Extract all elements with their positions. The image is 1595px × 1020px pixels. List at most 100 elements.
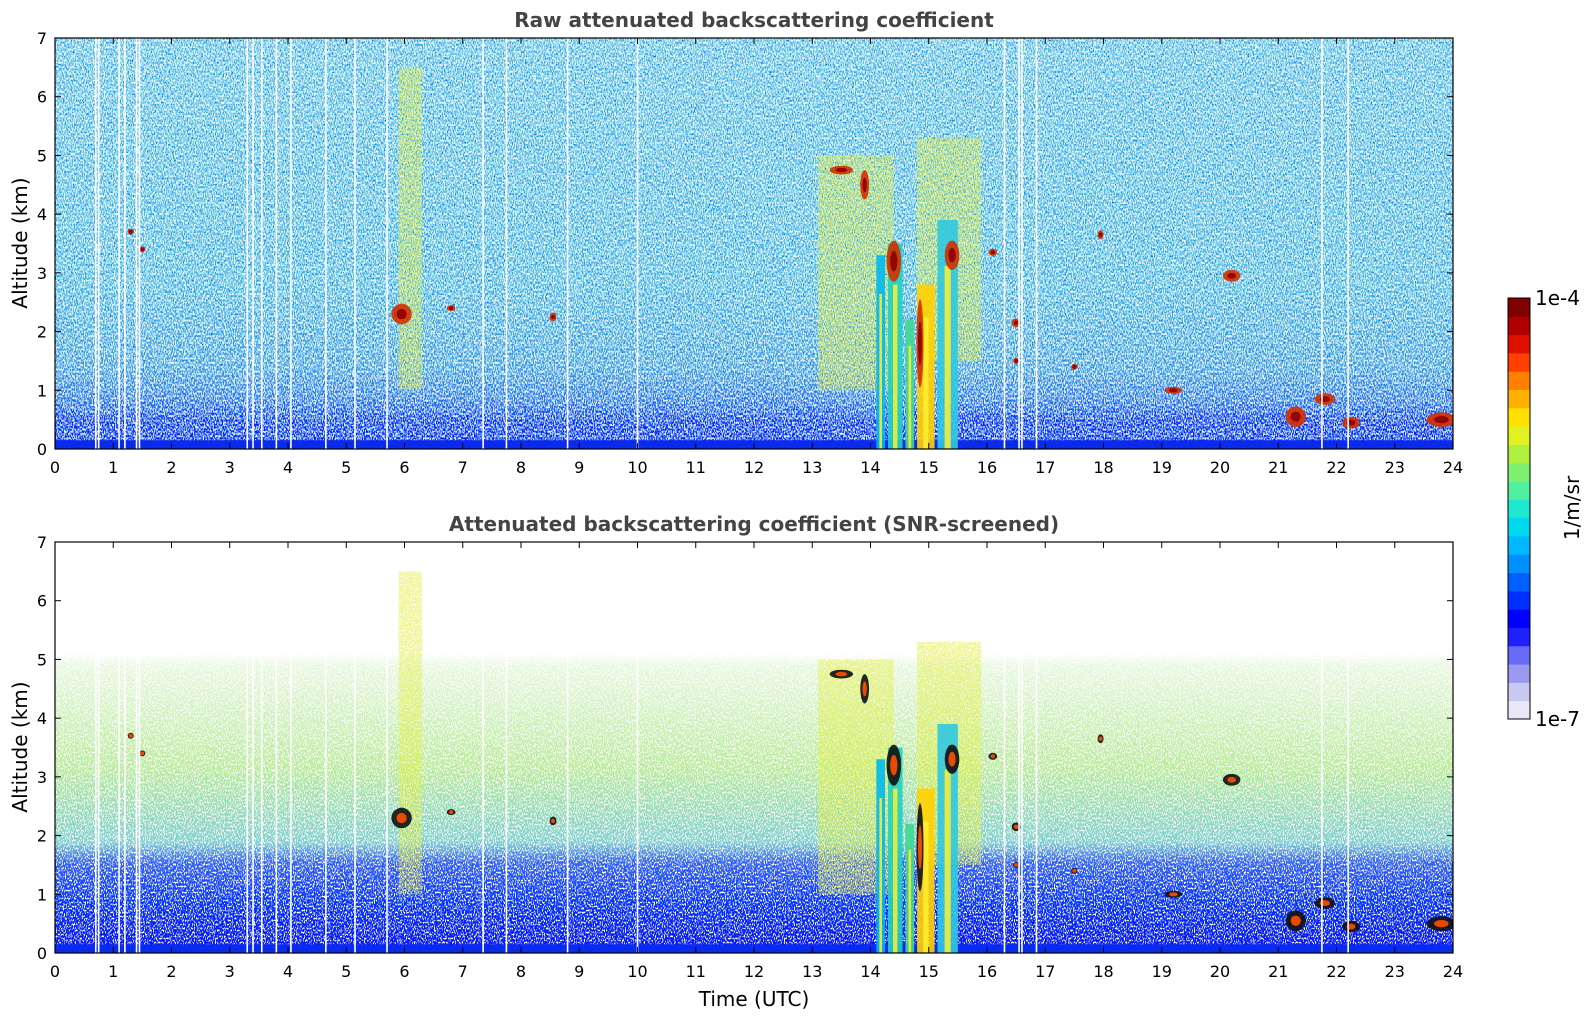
cloud-core <box>862 681 867 697</box>
cloud-core <box>1434 415 1449 424</box>
x-tick-label: 8 <box>516 458 526 477</box>
x-tick-label: 6 <box>399 458 409 477</box>
cloud-core <box>551 818 556 824</box>
x-tick-label: 6 <box>399 962 409 981</box>
panel-title: Raw attenuated backscattering coefficien… <box>514 8 994 32</box>
x-axis: 0 1 2 3 4 5 6 7 8 9 10 11 12 13 14 15 16 17 18 19 20 21 22 23 24 <box>50 38 1463 477</box>
cloud-core <box>835 671 848 677</box>
x-tick-label: 19 <box>1152 962 1172 981</box>
colorbar-step <box>1508 517 1530 537</box>
cloud-core <box>1227 776 1237 783</box>
x-tick-label: 17 <box>1035 458 1055 477</box>
precipitation-core <box>879 797 883 953</box>
cloud-core <box>1072 868 1077 873</box>
x-tick-label: 23 <box>1385 458 1405 477</box>
x-tick-label: 15 <box>919 458 939 477</box>
colorbar-step <box>1508 334 1530 354</box>
colorbar-step <box>1508 627 1530 647</box>
x-tick-label: 10 <box>627 962 647 981</box>
colorbar-step <box>1508 664 1530 683</box>
x-tick-label: 5 <box>341 458 351 477</box>
x-tick-label: 4 <box>283 962 293 981</box>
x-tick-label: 0 <box>50 458 60 477</box>
x-tick-label: 23 <box>1385 962 1405 981</box>
colorbar-step <box>1508 609 1530 628</box>
colorbar-step <box>1508 407 1530 427</box>
y-tick-label: 3 <box>37 264 47 283</box>
cloud-core <box>890 754 898 776</box>
x-tick-label: 3 <box>225 458 235 477</box>
colorbar-frame <box>1507 297 1531 720</box>
x-tick-label: 19 <box>1152 458 1172 477</box>
x-tick-label: 8 <box>516 962 526 981</box>
x-tick-label: 14 <box>860 458 880 477</box>
y-tick-label: 2 <box>37 827 47 846</box>
x-tick-label: 22 <box>1326 458 1346 477</box>
x-tick-label: 7 <box>458 458 468 477</box>
x-tick-label: 16 <box>977 458 997 477</box>
cloud-core <box>140 751 145 756</box>
colorbar-step <box>1508 554 1530 574</box>
x-tick-label: 12 <box>744 458 764 477</box>
y-tick-label: 6 <box>37 592 47 611</box>
cloud-core <box>948 751 956 767</box>
x-tick-label: 20 <box>1210 458 1230 477</box>
precipitation-core <box>908 849 912 953</box>
cloud-core <box>918 825 923 870</box>
x-tick-label: 9 <box>574 962 584 981</box>
x-tick-label: 2 <box>166 458 176 477</box>
colorbar-step <box>1508 535 1530 555</box>
cloud-core <box>551 314 556 320</box>
cloud-core <box>1014 862 1019 867</box>
colorbar-step <box>1508 352 1530 372</box>
cloud-core <box>1290 411 1301 422</box>
colorbar-unit-label: 1/m/sr <box>1560 475 1584 540</box>
y-tick-label: 4 <box>37 709 47 728</box>
cloud-core <box>396 308 407 320</box>
colorbar-step <box>1508 444 1530 464</box>
colorbar-step <box>1508 389 1530 409</box>
x-tick-label: 21 <box>1268 458 1288 477</box>
cloud-core <box>128 229 133 234</box>
precipitation-core <box>893 788 898 953</box>
snr-screened-panel: Attenuated backscattering coefficient (S… <box>8 512 1463 1011</box>
colorbar-step <box>1508 590 1530 610</box>
y-tick-label: 5 <box>37 650 47 669</box>
y-axis-label: Altitude (km) <box>8 177 32 308</box>
x-tick-label: 20 <box>1210 962 1230 981</box>
y-tick-label: 7 <box>37 29 47 48</box>
heatmap-features <box>55 67 1453 449</box>
colorbar-max-label: 1e-4 <box>1535 286 1580 310</box>
x-tick-label: 5 <box>341 962 351 981</box>
cloud-core <box>1072 364 1077 369</box>
y-tick-label: 7 <box>37 533 47 552</box>
y-tick-label: 1 <box>37 381 47 400</box>
x-tick-label: 22 <box>1326 962 1346 981</box>
colorbar-step <box>1508 499 1530 519</box>
x-tick-label: 10 <box>627 458 647 477</box>
y-axis: 0 1 2 3 4 5 6 7 <box>37 533 1453 963</box>
colorbar-step <box>1508 481 1530 500</box>
y-axis-label: Altitude (km) <box>8 681 32 812</box>
x-tick-label: 11 <box>686 962 706 981</box>
colorbar-step <box>1508 682 1530 702</box>
y-tick-label: 0 <box>37 440 47 459</box>
aerosol-band <box>398 571 422 895</box>
cloud-core <box>1014 358 1019 363</box>
x-tick-label: 14 <box>860 962 880 981</box>
precipitation-core <box>908 345 912 449</box>
x-tick-label: 18 <box>1093 458 1113 477</box>
missing-profiles <box>94 542 1349 953</box>
x-tick-label: 1 <box>108 962 118 981</box>
x-tick-label: 16 <box>977 962 997 981</box>
boundary-layer <box>55 410 1453 449</box>
y-tick-label: 0 <box>37 944 47 963</box>
cloud-core <box>918 321 923 366</box>
x-axis: 0 1 2 3 4 5 6 7 8 9 10 11 12 13 14 15 16 17 18 19 20 21 22 23 24 <box>50 542 1463 981</box>
cloud-core <box>1169 388 1178 393</box>
aerosol-band <box>398 67 422 391</box>
cloud-core <box>1290 915 1301 926</box>
heatmap-noise-white <box>55 38 1453 449</box>
x-tick-label: 2 <box>166 962 176 981</box>
